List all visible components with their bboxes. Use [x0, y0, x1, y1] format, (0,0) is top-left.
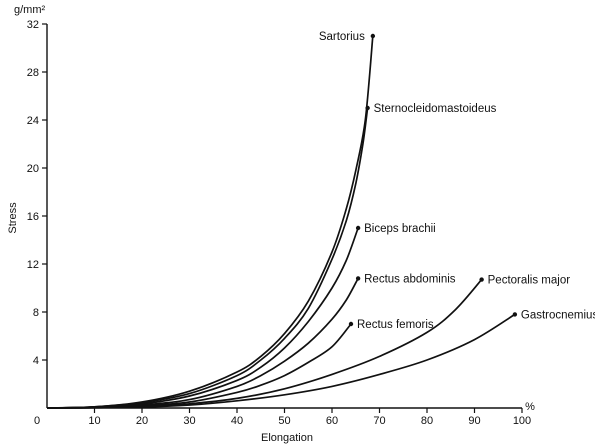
series-end-dot-rectus-femoris	[348, 321, 354, 327]
x-tick-label-40: 40	[231, 415, 243, 427]
y-axis-title: Stress	[7, 202, 19, 234]
series-label-rectus-femoris: Rectus femoris	[357, 319, 434, 331]
x-tick-label-80: 80	[421, 415, 433, 427]
tick-labels: 10 20 30 40 50 60 70 80 90 100 4 8 12 16 20 24 28 32	[27, 19, 531, 427]
tick-marks	[42, 23, 523, 413]
series-end-dot-biceps-brachii	[355, 225, 361, 231]
series-label-sternocleidomastoideus: Sternocleidomastoideus	[374, 103, 497, 115]
series-end-dot-sternocleidomastoideus	[365, 105, 370, 111]
series-label-sartorius: Sartorius	[319, 31, 365, 43]
x-axis-title: Elongation	[261, 432, 313, 444]
y-unit-label: g/mm²	[14, 4, 46, 16]
series-curve-sternocleidomastoideus	[46, 107, 369, 409]
y-tick-label-20: 20	[27, 163, 39, 175]
x-tick-label-50: 50	[278, 415, 290, 427]
series-curve-gastrocnemius	[46, 313, 516, 409]
x-tick-label-20: 20	[136, 415, 148, 427]
x-tick-label-30: 30	[183, 415, 195, 427]
series-end-dot-gastrocnemius	[512, 312, 518, 317]
y-tick-label-16: 16	[27, 211, 39, 223]
origin-label: 0	[34, 415, 40, 427]
series-curve-rectus-femoris	[46, 323, 352, 409]
series-curves	[46, 33, 518, 409]
x-tick-label-100: 100	[513, 415, 531, 427]
x-tick-label-10: 10	[88, 415, 100, 427]
series-end-dot-rectus-abdominis	[355, 276, 361, 281]
series-curve-pectoralis-major	[46, 279, 483, 409]
series-label-rectus-abdominis: Rectus abdominis	[364, 273, 456, 285]
y-tick-label-24: 24	[27, 115, 39, 127]
series-label-pectoralis-major: Pectoralis major	[488, 275, 571, 287]
x-tick-label-60: 60	[326, 415, 338, 427]
series-curve-rectus-abdominis	[46, 277, 359, 409]
y-tick-label-8: 8	[33, 307, 39, 319]
series-end-dot-pectoralis-major	[479, 277, 484, 282]
y-tick-label-4: 4	[33, 355, 39, 367]
series-label-biceps-brachii: Biceps brachii	[364, 223, 436, 235]
x-unit-label: %	[525, 401, 535, 413]
x-tick-label-70: 70	[373, 415, 385, 427]
y-tick-label-12: 12	[27, 259, 39, 271]
x-tick-label-90: 90	[468, 415, 480, 427]
series-labels: Sartorius Sternocleidomastoideus Biceps br…	[319, 31, 595, 331]
series-end-dot-sartorius	[370, 33, 376, 39]
series-label-gastrocnemius: Gastrocnemius	[521, 309, 595, 321]
y-tick-label-28: 28	[27, 67, 39, 79]
y-tick-label-32: 32	[27, 19, 39, 31]
